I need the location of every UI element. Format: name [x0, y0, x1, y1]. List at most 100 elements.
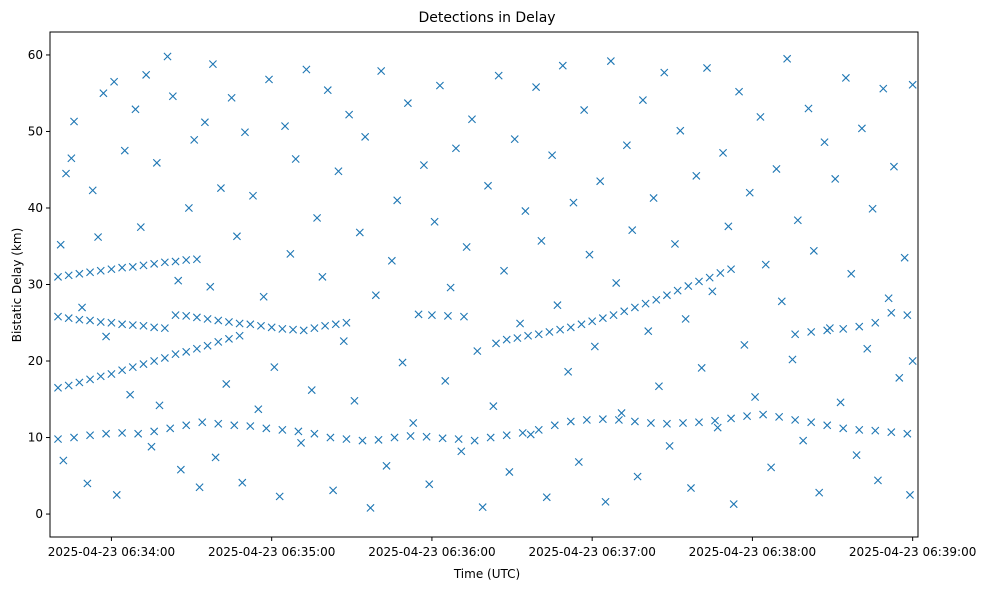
data-point-track-rising-a: [160, 353, 169, 362]
data-point-scattered-noise: [553, 301, 562, 310]
x-tick-label: 2025-04-23 06:38:00: [689, 545, 816, 559]
data-point-scattered-noise: [155, 401, 164, 410]
data-point-track-rising-c: [705, 273, 714, 282]
data-point-scattered-noise: [70, 117, 79, 126]
data-point-track-rising-a: [150, 357, 159, 366]
data-point-track-rising-a: [118, 366, 127, 375]
data-point-track-band-25: [128, 321, 137, 330]
data-point-scattered-noise: [350, 396, 359, 405]
data-point-scattered-noise: [809, 246, 818, 255]
y-axis-label: Bistatic Delay (km): [10, 228, 24, 343]
data-point-scattered-noise: [208, 60, 217, 69]
data-point-track-rising-a: [64, 381, 73, 390]
x-tick-label: 2025-04-23 06:37:00: [528, 545, 655, 559]
data-point-scattered-noise: [441, 376, 450, 385]
data-point-scattered-noise: [836, 398, 845, 407]
data-point-scattered-noise: [430, 217, 439, 226]
data-point-track-band-10: [566, 417, 575, 426]
data-point-track-band-10: [326, 433, 335, 442]
data-point-track-band-25: [267, 323, 276, 332]
data-point-track-band-10: [134, 429, 143, 438]
data-point-scattered-noise: [585, 250, 594, 259]
data-point-scattered-noise: [697, 363, 706, 372]
data-point-track-rising-a: [224, 334, 233, 343]
data-point-scattered-noise: [200, 118, 209, 127]
data-point-track-band-10: [70, 433, 79, 442]
data-point-scattered-noise: [451, 144, 460, 153]
data-point-track-rising-c: [630, 303, 639, 312]
data-point-scattered-noise: [654, 382, 663, 391]
data-point-track-rising-c: [556, 325, 565, 334]
data-point-track-rising-c: [609, 311, 618, 320]
data-point-track-rising-a: [192, 344, 201, 353]
data-point-scattered-noise: [67, 154, 76, 163]
data-point-scattered-noise: [857, 124, 866, 133]
data-point-scattered-noise: [649, 194, 658, 203]
data-point-scattered-noise: [345, 110, 354, 119]
data-point-scattered-noise: [735, 87, 744, 96]
data-point-track-band-25: [107, 318, 116, 327]
data-point-scattered-noise: [94, 233, 103, 242]
data-point-scattered-noise: [112, 490, 121, 499]
data-point-track-rising-c: [641, 299, 650, 308]
data-point-scattered-noise: [676, 126, 685, 135]
data-point-scattered-noise: [291, 155, 300, 164]
data-point-track-rising-c: [492, 339, 501, 348]
data-point-scattered-noise: [804, 104, 813, 113]
data-point-scattered-noise: [361, 132, 370, 141]
data-point-scattered-noise: [740, 340, 749, 349]
data-point-scattered-noise: [542, 493, 551, 502]
data-point-scattered-noise: [176, 465, 185, 474]
data-point-scattered-noise: [126, 390, 135, 399]
data-point-scattered-noise: [419, 161, 428, 170]
data-point-track-rising-a: [203, 341, 212, 350]
data-point-scattered-noise: [409, 419, 418, 427]
y-tick-label: 40: [28, 201, 43, 215]
data-point-track-band-10: [518, 428, 527, 437]
data-point-track-rising-b: [139, 261, 148, 270]
data-point-scattered-noise: [281, 122, 290, 131]
data-point-scattered-noise: [633, 472, 642, 481]
data-point-scattered-noise: [767, 463, 776, 472]
data-point-track-band-25: [321, 321, 330, 330]
data-point-scattered-noise: [275, 492, 284, 501]
data-point-scattered-noise: [240, 128, 249, 137]
data-point-scattered-noise: [895, 373, 904, 382]
data-point-track-rising-a: [86, 375, 95, 384]
data-point-track-band-10: [86, 431, 95, 440]
data-point-scattered-noise: [462, 243, 471, 251]
data-point-scattered-noise: [232, 232, 241, 241]
data-point-track-band-25: [203, 314, 212, 323]
data-point-scattered-noise: [564, 367, 573, 376]
data-point-scattered-noise: [484, 181, 492, 190]
data-point-track-rising-a: [235, 331, 244, 340]
data-point-track-band-25: [331, 320, 340, 329]
data-point-scattered-noise: [403, 99, 412, 108]
data-point-scattered-noise: [510, 135, 519, 144]
data-point-scattered-noise: [905, 490, 914, 499]
data-point-scattered-noise: [222, 379, 231, 388]
data-point-track-band-10: [695, 418, 703, 427]
data-point-scattered-noise: [142, 70, 151, 79]
data-point-track-rising-b: [150, 259, 159, 268]
data-point-track-rising-c: [502, 335, 511, 344]
data-point-track-band-10: [166, 424, 175, 433]
data-point-track-band-25: [150, 323, 159, 332]
data-point-scattered-noise: [265, 75, 273, 84]
data-point-track-band-25: [278, 324, 287, 333]
x-tick-label: 2025-04-23 06:39:00: [849, 545, 976, 559]
data-point-track-rising-c: [588, 317, 597, 326]
data-point-track-rising-c: [684, 282, 693, 291]
data-point-scattered-noise: [852, 451, 861, 460]
data-point-scattered-noise: [478, 503, 487, 512]
data-point-scattered-noise: [580, 106, 589, 115]
data-point-scattered-noise: [190, 135, 199, 144]
data-point-track-band-10: [727, 414, 736, 423]
data-point-track-band-25: [139, 321, 148, 330]
data-point-track-band-10: [534, 425, 543, 434]
data-point-scattered-noise: [238, 478, 247, 487]
data-point-scattered-noise: [799, 436, 808, 445]
data-point-scattered-noise: [788, 355, 797, 364]
data-point-scattered-noise: [227, 93, 236, 102]
